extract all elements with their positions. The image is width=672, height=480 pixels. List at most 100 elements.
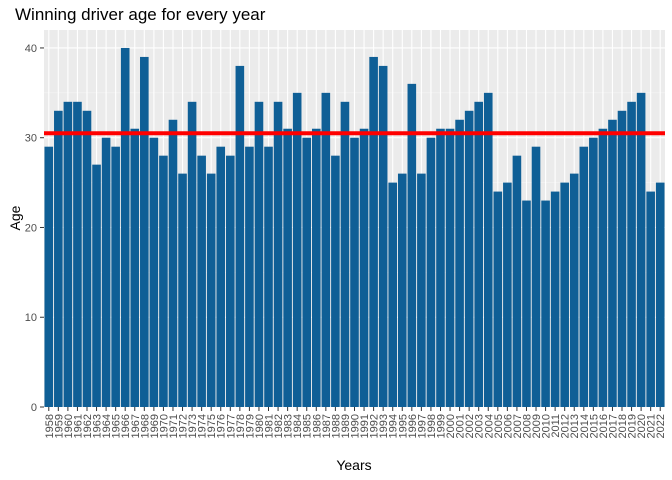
y-tick-label: 30 xyxy=(25,133,37,145)
x-tick-label: 1991 xyxy=(359,414,371,438)
bar-2004 xyxy=(483,92,493,407)
bar-1959 xyxy=(54,110,63,408)
x-tick-label: 2001 xyxy=(455,414,467,438)
x-tick-label: 1997 xyxy=(416,414,428,438)
bar-1989 xyxy=(340,101,350,408)
bar-2007 xyxy=(512,155,522,407)
bar-1969 xyxy=(149,137,159,407)
x-tick-label: 1992 xyxy=(369,414,381,438)
bar-2019 xyxy=(627,101,636,408)
x-tick-label: 1986 xyxy=(311,414,323,438)
x-tick-label: 1978 xyxy=(235,414,247,438)
bar-1965 xyxy=(111,146,120,407)
bar-2008 xyxy=(522,200,531,407)
chart-title: Winning driver age for every year xyxy=(15,5,266,24)
bar-1982 xyxy=(273,101,283,408)
x-tick-label: 1969 xyxy=(149,414,161,438)
x-tick-label: 2005 xyxy=(493,414,505,438)
x-tick-label: 2006 xyxy=(502,414,514,438)
bar-2005 xyxy=(493,191,503,407)
x-tick-label: 2016 xyxy=(598,414,610,438)
bar-1967 xyxy=(130,128,140,407)
bar-1994 xyxy=(388,182,398,407)
x-tick-label: 1993 xyxy=(378,414,390,438)
bar-1981 xyxy=(264,146,273,407)
bar-1988 xyxy=(331,155,340,407)
x-tick-label: 2017 xyxy=(607,414,619,438)
x-tick-label: 2022 xyxy=(655,414,667,438)
bar-2015 xyxy=(589,137,598,407)
x-tick-label: 2012 xyxy=(560,414,572,438)
x-tick-label: 1967 xyxy=(130,414,142,438)
bar-1996 xyxy=(407,83,417,407)
bars xyxy=(44,47,665,408)
bar-1977 xyxy=(226,155,235,407)
y-tick-label: 0 xyxy=(31,402,37,414)
x-tick-label: 1983 xyxy=(283,414,295,438)
x-axis-title: Years xyxy=(336,457,371,473)
x-tick-label: 1976 xyxy=(216,414,228,438)
bar-1993 xyxy=(378,65,388,408)
bar-2003 xyxy=(474,101,483,408)
bar-2022 xyxy=(655,182,665,407)
bar-1968 xyxy=(140,56,149,408)
y-tick-label: 40 xyxy=(25,43,37,55)
bar-1973 xyxy=(187,101,197,408)
bar-1980 xyxy=(254,101,264,408)
bar-2011 xyxy=(550,191,560,407)
bar-1978 xyxy=(235,65,245,408)
x-tick-label: 1974 xyxy=(197,414,209,438)
x-tick-label: 1988 xyxy=(330,414,342,438)
bar-1998 xyxy=(426,137,436,407)
bar-2021 xyxy=(646,191,655,407)
x-tick-label: 2004 xyxy=(483,414,495,438)
bar-1974 xyxy=(197,155,206,407)
x-tick-label: 1979 xyxy=(244,414,256,438)
bar-1964 xyxy=(101,137,111,407)
x-tick-label: 1996 xyxy=(407,414,419,438)
bar-1979 xyxy=(245,146,254,407)
x-tick-label: 1964 xyxy=(101,414,113,438)
bar-2001 xyxy=(455,119,464,407)
bar-1984 xyxy=(292,92,302,407)
bar-1976 xyxy=(216,146,226,407)
x-tick-label: 2009 xyxy=(531,414,543,438)
y-axis-title: Age xyxy=(7,205,23,230)
bar-2013 xyxy=(569,173,579,407)
bar-2018 xyxy=(617,110,627,408)
x-tick-label: 1968 xyxy=(139,414,151,438)
bar-1975 xyxy=(206,173,216,407)
x-tick-label: 1970 xyxy=(158,414,170,438)
y-tick-label: 20 xyxy=(25,222,37,234)
x-tick-label: 2010 xyxy=(541,414,553,438)
bar-2017 xyxy=(608,119,617,407)
x-tick-label: 2013 xyxy=(569,414,581,438)
x-tick-label: 2002 xyxy=(464,414,476,438)
bar-1999 xyxy=(436,128,445,407)
x-tick-label: 1998 xyxy=(426,414,438,438)
x-tick-label: 1999 xyxy=(435,414,447,438)
bar-2020 xyxy=(636,92,646,407)
bar-2000 xyxy=(445,128,455,407)
bar-1960 xyxy=(63,101,73,408)
x-tick-label: 2007 xyxy=(512,414,524,438)
bar-1963 xyxy=(92,164,101,407)
x-tick-label: 1994 xyxy=(388,414,400,438)
x-axis: 1958195919601961196219631964196519661967… xyxy=(44,407,667,438)
x-tick-label: 2018 xyxy=(617,414,629,438)
bar-1997 xyxy=(417,173,426,407)
bar-1987 xyxy=(321,92,331,407)
y-axis: 0 10 20 30 40 xyxy=(25,43,44,414)
bar-1972 xyxy=(178,173,187,407)
x-tick-label: 1972 xyxy=(178,414,190,438)
x-tick-label: 2019 xyxy=(627,414,639,438)
bar-2012 xyxy=(560,182,569,407)
bar-2010 xyxy=(541,200,550,407)
x-tick-label: 1961 xyxy=(72,414,84,438)
bar-1962 xyxy=(82,110,92,408)
x-tick-label: 1990 xyxy=(350,414,362,438)
x-tick-label: 2015 xyxy=(588,414,600,438)
bar-1983 xyxy=(283,128,292,407)
bar-1990 xyxy=(350,137,359,407)
x-tick-label: 1985 xyxy=(302,414,314,438)
